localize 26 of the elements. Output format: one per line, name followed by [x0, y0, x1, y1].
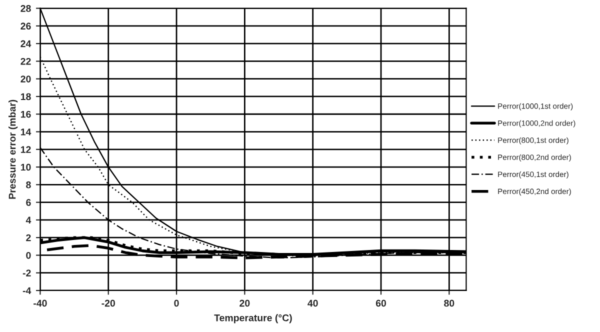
y-tick-label: 2 [26, 234, 31, 242]
x-tick-label: -20 [102, 300, 115, 307]
y-tick-label: 10 [20, 164, 31, 171]
y-tick-label: 16 [20, 110, 31, 118]
y-tick-label: 22 [20, 58, 31, 65]
y-axis-title: Pressure error (mbar) [8, 100, 18, 199]
y-tick-label: 28 [20, 5, 31, 12]
y-tick-label: 4 [26, 216, 32, 224]
x-tick-label: -40 [34, 300, 47, 307]
x-tick-label: 60 [376, 300, 386, 307]
y-tick-label: 18 [20, 93, 31, 100]
y-tick-label: 26 [20, 22, 31, 30]
x-tick-label: 40 [308, 300, 318, 307]
x-tick-label: 80 [444, 300, 454, 307]
y-tick-label: 12 [20, 146, 31, 153]
y-tick-label: -2 [22, 270, 31, 276]
x-axis-title: Temperature (°C) [214, 314, 292, 324]
y-tick-label: 8 [26, 181, 31, 188]
x-tick-label: 20 [240, 300, 250, 307]
x-tick-label: 0 [174, 300, 179, 307]
y-tick-label: 24 [20, 40, 32, 48]
y-tick-label: 0 [26, 252, 31, 259]
y-tick-label: 20 [20, 76, 31, 82]
y-tick-label: 6 [26, 199, 31, 206]
y-tick-label: -4 [22, 287, 32, 294]
y-tick-label: 14 [20, 128, 32, 136]
